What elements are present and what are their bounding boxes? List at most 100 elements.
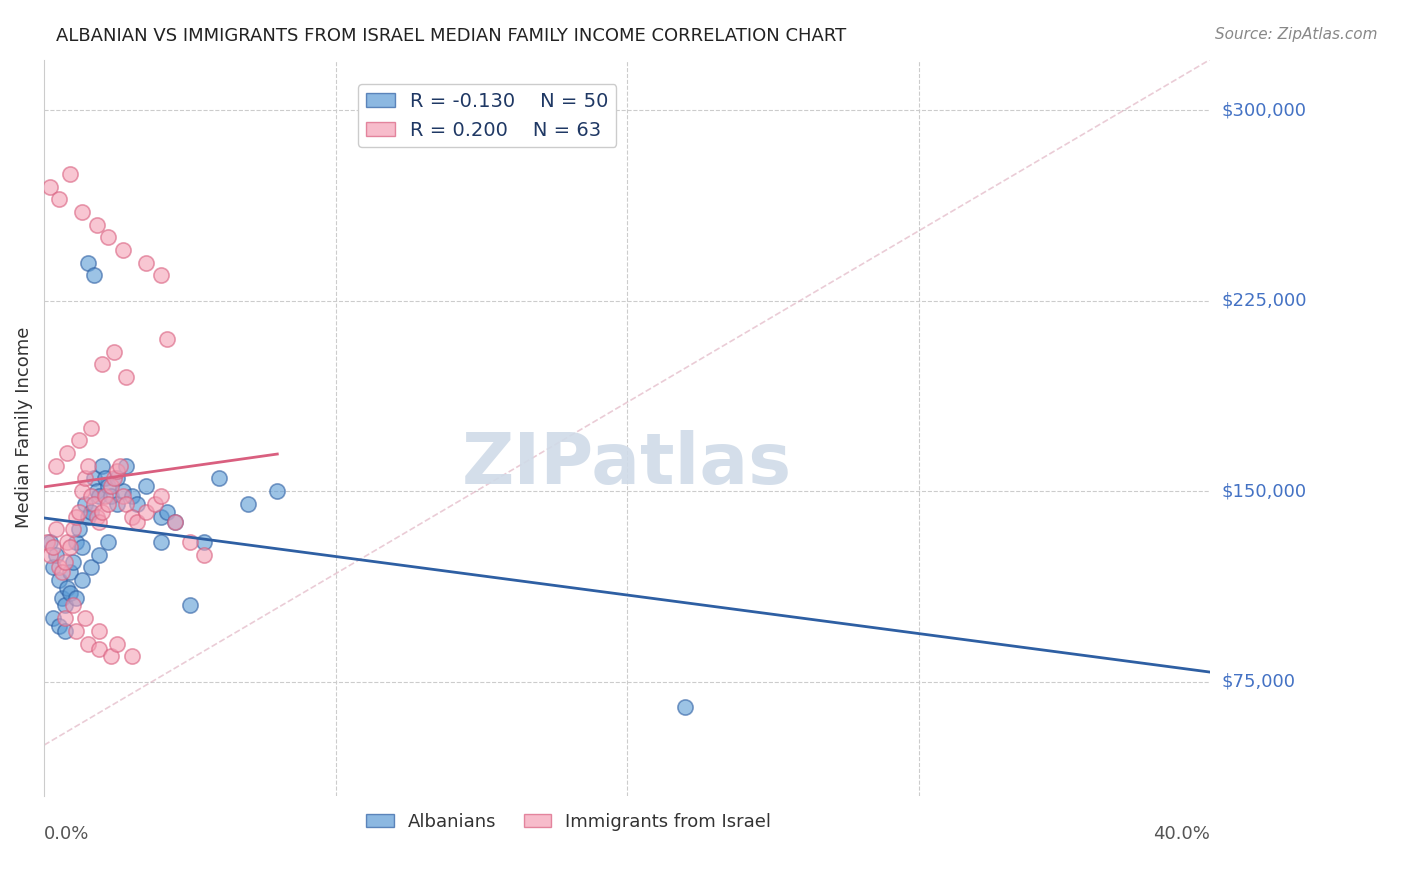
Point	[62, 599, 84, 613]
Point	[51, 566, 73, 580]
Point	[103, 344, 125, 359]
Y-axis label: Median Family Income: Median Family Income	[15, 327, 32, 528]
Point	[105, 497, 128, 511]
Point	[165, 515, 187, 529]
Point	[73, 497, 96, 511]
Point	[83, 268, 105, 283]
Point	[48, 573, 70, 587]
Point	[135, 504, 157, 518]
Point	[155, 332, 177, 346]
Point	[76, 509, 98, 524]
Point	[89, 641, 111, 656]
Point	[121, 649, 143, 664]
Point	[165, 515, 187, 529]
Point	[67, 522, 90, 536]
Point	[86, 509, 108, 524]
Text: $225,000: $225,000	[1222, 292, 1306, 310]
Point	[80, 560, 103, 574]
Point	[80, 421, 103, 435]
Point	[59, 540, 82, 554]
Point	[73, 471, 96, 485]
Point	[94, 489, 117, 503]
Point	[179, 535, 201, 549]
Point	[59, 566, 82, 580]
Point	[97, 497, 120, 511]
Text: $75,000: $75,000	[1222, 673, 1295, 690]
Point	[121, 509, 143, 524]
Point	[208, 471, 231, 485]
Point	[70, 484, 93, 499]
Point	[42, 540, 65, 554]
Point	[76, 458, 98, 473]
Point	[108, 458, 131, 473]
Point	[59, 167, 82, 181]
Point	[91, 357, 114, 371]
Point	[42, 611, 65, 625]
Point	[135, 479, 157, 493]
Point	[97, 230, 120, 244]
Point	[48, 560, 70, 574]
Point	[39, 179, 62, 194]
Point	[91, 458, 114, 473]
Point	[70, 205, 93, 219]
Point	[266, 484, 288, 499]
Point	[39, 548, 62, 562]
Point	[179, 599, 201, 613]
Point	[97, 479, 120, 493]
Point	[100, 479, 122, 493]
Point	[111, 243, 134, 257]
Point	[56, 535, 79, 549]
Point	[111, 484, 134, 499]
Point	[62, 522, 84, 536]
Point	[135, 256, 157, 270]
Point	[53, 611, 76, 625]
Point	[56, 581, 79, 595]
Point	[39, 535, 62, 549]
Point	[45, 458, 67, 473]
Text: 40.0%: 40.0%	[1153, 825, 1211, 843]
Point	[121, 489, 143, 503]
Point	[65, 591, 87, 605]
Point	[53, 555, 76, 569]
Point	[105, 471, 128, 485]
Point	[673, 700, 696, 714]
Point	[97, 535, 120, 549]
Point	[65, 509, 87, 524]
Point	[100, 649, 122, 664]
Point	[65, 624, 87, 638]
Point	[89, 624, 111, 638]
Point	[89, 548, 111, 562]
Point	[89, 489, 111, 503]
Point	[48, 619, 70, 633]
Text: ALBANIAN VS IMMIGRANTS FROM ISRAEL MEDIAN FAMILY INCOME CORRELATION CHART: ALBANIAN VS IMMIGRANTS FROM ISRAEL MEDIA…	[56, 27, 846, 45]
Point	[53, 599, 76, 613]
Point	[105, 636, 128, 650]
Point	[114, 497, 136, 511]
Point	[149, 489, 172, 503]
Point	[103, 471, 125, 485]
Point	[89, 515, 111, 529]
Point	[59, 586, 82, 600]
Point	[86, 218, 108, 232]
Point	[143, 497, 166, 511]
Point	[76, 256, 98, 270]
Point	[149, 535, 172, 549]
Point	[65, 535, 87, 549]
Point	[236, 497, 259, 511]
Point	[86, 484, 108, 499]
Point	[51, 591, 73, 605]
Text: ZIPatlas: ZIPatlas	[463, 430, 792, 499]
Point	[80, 489, 103, 503]
Text: 0.0%: 0.0%	[44, 825, 90, 843]
Point	[53, 624, 76, 638]
Point	[35, 535, 58, 549]
Point	[100, 489, 122, 503]
Point	[56, 446, 79, 460]
Point	[80, 504, 103, 518]
Point	[127, 515, 149, 529]
Point	[76, 636, 98, 650]
Point	[94, 471, 117, 485]
Point	[91, 504, 114, 518]
Legend: Albanians, Immigrants from Israel: Albanians, Immigrants from Israel	[359, 805, 779, 838]
Point	[45, 522, 67, 536]
